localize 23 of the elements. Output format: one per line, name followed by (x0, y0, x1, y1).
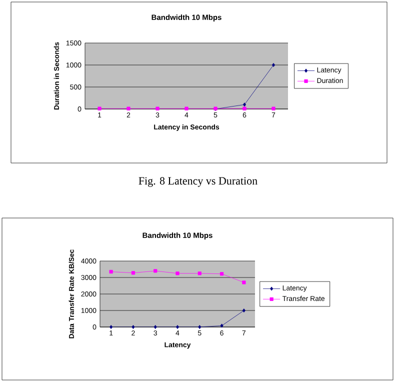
point (242, 106, 246, 110)
point (242, 308, 246, 312)
point (98, 106, 102, 110)
point (110, 325, 113, 329)
point (220, 324, 224, 328)
caption: Fig. 8 Latency vs Duration (138, 177, 258, 187)
point (198, 272, 202, 276)
point (220, 272, 224, 276)
point (242, 280, 246, 284)
point (154, 325, 157, 329)
point (132, 325, 135, 329)
point (131, 271, 136, 275)
point (126, 106, 130, 110)
point (242, 102, 246, 107)
point (154, 269, 158, 273)
point (156, 106, 160, 110)
point (176, 325, 180, 329)
point (198, 325, 202, 329)
point (176, 272, 180, 276)
point (272, 62, 276, 67)
point (272, 106, 276, 110)
point (184, 106, 188, 110)
point (109, 270, 113, 274)
